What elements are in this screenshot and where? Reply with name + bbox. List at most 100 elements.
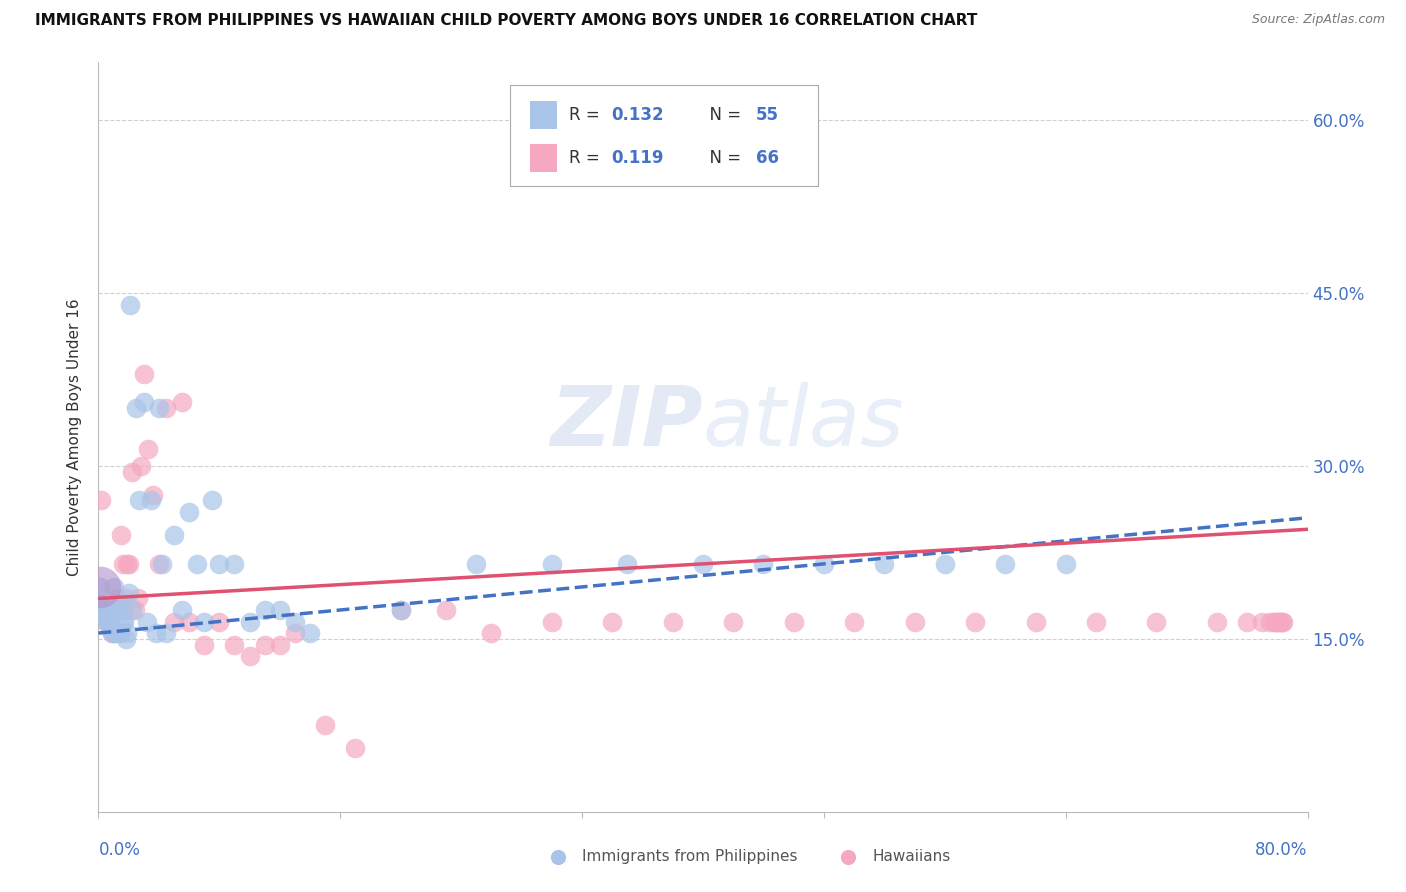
- Point: [179, 505, 201, 519]
- Point: [434, 603, 457, 617]
- Point: [844, 615, 866, 629]
- Point: [661, 615, 683, 629]
- FancyBboxPatch shape: [509, 85, 818, 186]
- Point: [239, 615, 262, 629]
- Point: [105, 591, 128, 606]
- Point: [752, 557, 775, 571]
- Point: [1054, 557, 1077, 571]
- Point: [1024, 874, 1046, 888]
- Y-axis label: Child Poverty Among Boys Under 16: Child Poverty Among Boys Under 16: [67, 298, 83, 576]
- Point: [1236, 615, 1258, 629]
- Point: [103, 580, 125, 594]
- Point: [114, 591, 136, 606]
- Point: [1251, 615, 1274, 629]
- Point: [125, 401, 148, 416]
- Point: [201, 493, 224, 508]
- Point: [89, 580, 111, 594]
- Point: [344, 741, 367, 756]
- Point: [965, 615, 987, 629]
- Point: [114, 632, 136, 646]
- Point: [96, 615, 118, 629]
- Point: [110, 597, 132, 611]
- Point: [602, 615, 624, 629]
- Point: [145, 626, 167, 640]
- Bar: [530, 101, 557, 129]
- Point: [111, 615, 134, 629]
- Point: [170, 395, 193, 409]
- Point: [91, 603, 114, 617]
- Point: [148, 401, 170, 416]
- Point: [465, 557, 488, 571]
- Point: [124, 603, 146, 617]
- Point: [118, 557, 141, 571]
- Point: [132, 395, 155, 409]
- Point: [224, 557, 246, 571]
- Point: [115, 557, 138, 571]
- Point: [104, 626, 127, 640]
- Text: 0.0%: 0.0%: [98, 840, 141, 858]
- Text: 0.119: 0.119: [612, 149, 664, 167]
- Point: [148, 557, 170, 571]
- Point: [1272, 615, 1295, 629]
- Point: [136, 442, 159, 456]
- Point: [155, 401, 177, 416]
- Point: [1258, 615, 1281, 629]
- Text: R =: R =: [569, 149, 605, 167]
- Text: Immigrants from Philippines: Immigrants from Philippines: [582, 849, 797, 864]
- Point: [904, 615, 927, 629]
- Point: [98, 615, 121, 629]
- Point: [1024, 615, 1046, 629]
- Point: [100, 603, 122, 617]
- Text: atlas: atlas: [703, 382, 904, 463]
- Point: [284, 626, 307, 640]
- Text: 0.132: 0.132: [612, 106, 664, 124]
- Text: R =: R =: [569, 106, 605, 124]
- Point: [115, 626, 138, 640]
- Point: [179, 615, 201, 629]
- Point: [540, 557, 562, 571]
- Text: N =: N =: [699, 149, 747, 167]
- Point: [994, 557, 1017, 571]
- Point: [121, 603, 143, 617]
- Text: Source: ZipAtlas.com: Source: ZipAtlas.com: [1251, 13, 1385, 27]
- Point: [108, 626, 131, 640]
- Point: [107, 603, 129, 617]
- Point: [127, 591, 149, 606]
- Point: [389, 603, 412, 617]
- Text: 66: 66: [756, 149, 779, 167]
- Point: [128, 493, 150, 508]
- Point: [299, 626, 322, 640]
- Point: [692, 557, 714, 571]
- Point: [170, 603, 193, 617]
- Point: [253, 603, 276, 617]
- Point: [93, 603, 115, 617]
- Point: [314, 718, 336, 732]
- Point: [389, 603, 412, 617]
- Point: [111, 557, 134, 571]
- Text: ZIP: ZIP: [550, 382, 703, 463]
- Text: 80.0%: 80.0%: [1256, 840, 1308, 858]
- Point: [94, 615, 117, 629]
- Point: [101, 626, 124, 640]
- Point: [186, 557, 208, 571]
- Point: [132, 367, 155, 381]
- Point: [135, 615, 157, 629]
- Point: [96, 615, 118, 629]
- Point: [723, 615, 745, 629]
- Point: [90, 597, 112, 611]
- Point: [193, 638, 215, 652]
- Point: [94, 603, 117, 617]
- Point: [103, 603, 125, 617]
- Point: [112, 615, 135, 629]
- Point: [208, 557, 231, 571]
- Point: [1268, 615, 1291, 629]
- Text: IMMIGRANTS FROM PHILIPPINES VS HAWAIIAN CHILD POVERTY AMONG BOYS UNDER 16 CORREL: IMMIGRANTS FROM PHILIPPINES VS HAWAIIAN …: [35, 13, 977, 29]
- Point: [112, 603, 135, 617]
- Point: [104, 626, 127, 640]
- Point: [1264, 615, 1286, 629]
- Point: [269, 638, 291, 652]
- Point: [224, 638, 246, 652]
- Point: [101, 626, 124, 640]
- Point: [93, 603, 115, 617]
- Point: [129, 458, 152, 473]
